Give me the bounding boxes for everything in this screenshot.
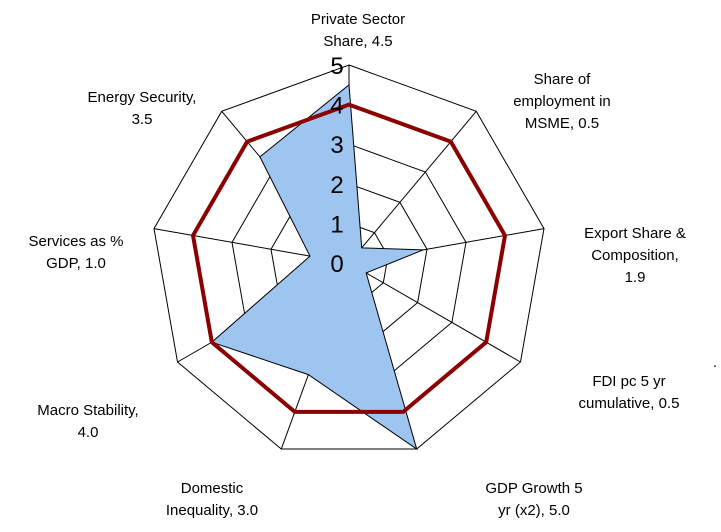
axis-label-3-line-2: Composition, (591, 247, 679, 264)
axis-label-5-line-1: GDP Growth 5 (485, 480, 582, 497)
axis-label-6-line-2: Inequality, 3.0 (166, 502, 258, 519)
radar-series (190, 83, 508, 451)
axis-label-4-line-2: cumulative, 0.5 (579, 395, 680, 412)
tick-label-0: 0 (330, 251, 343, 278)
radar-tick-labels: 0 1 2 3 4 5 (330, 53, 343, 278)
radar-axis-labels: Private Sector Share, 4.5 Share of employme… (28, 11, 685, 519)
axis-spoke-4 (348, 262, 521, 363)
axis-label-4-line-1: FDI pc 5 yr (592, 373, 665, 390)
axis-label-5-line-2: yr (x2), 5.0 (498, 502, 570, 519)
tick-label-3: 3 (330, 132, 343, 159)
axis-label-6-line-1: Domestic (181, 480, 244, 497)
axis-spoke-2 (348, 111, 477, 264)
axis-label-9-line-2: 3.5 (132, 111, 153, 128)
stray-mark: . (713, 354, 717, 371)
axis-label-8-line-2: GDP, 1.0 (46, 255, 106, 272)
series-line (190, 102, 508, 414)
tick-label-2: 2 (330, 172, 343, 199)
axis-label-7-line-1: Macro Stability, (37, 402, 138, 419)
axis-label-2-line-3: MSME, 0.5 (525, 115, 599, 132)
grid-ring-5 (153, 64, 545, 450)
axis-label-8-line-1: Services as % (28, 233, 123, 250)
series-area (210, 83, 424, 451)
axis-label-2-line-2: employment in (513, 93, 611, 110)
tick-label-1: 1 (330, 211, 343, 238)
axis-label-1-line-1: Private Sector (311, 11, 405, 28)
tick-label-5: 5 (330, 53, 343, 80)
axis-label-9-line-1: Energy Security, (88, 89, 197, 106)
axis-label-3-line-3: 1.9 (625, 269, 646, 286)
tick-label-4: 4 (330, 93, 343, 120)
axis-label-2-line-1: Share of (534, 71, 592, 88)
axis-label-1-line-2: Share, 4.5 (323, 33, 392, 50)
axis-label-3-line-1: Export Share & (584, 225, 686, 242)
axis-label-7-line-2: 4.0 (78, 424, 99, 441)
